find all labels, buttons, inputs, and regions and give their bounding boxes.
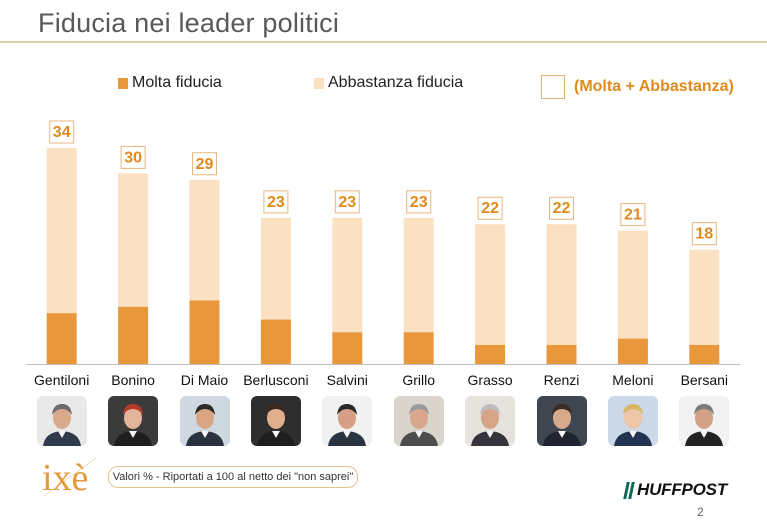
title-divider [0,41,767,43]
bar-abbastanza-8 [617,230,648,339]
bar-abbastanza-4 [332,217,363,333]
bar-molta-0 [46,313,77,364]
total-label-box-6 [477,196,503,220]
bar-abbastanza-7 [546,224,577,345]
portrait-renzi-icon [536,396,587,446]
category-label: Berlusconi [243,372,309,388]
stacked-bar-chart: 34 30 29 23 23 23 22 22 21 18 [26,120,740,365]
huffpost-logo: HUFFPOST [623,480,728,500]
bar-molta-8 [617,338,648,364]
bar-molta-7 [546,344,577,364]
bar-abbastanza-2 [189,179,220,301]
huffpost-logo-text: HUFFPOST [637,480,728,499]
portrait-berlusconi-icon [250,396,301,446]
bar-abbastanza-0 [46,148,77,314]
total-label-5: 23 [410,194,428,211]
total-label-4: 23 [338,194,356,211]
total-label-9: 18 [695,226,713,243]
total-label-box-8 [620,203,646,227]
bar-molta-1 [118,306,149,364]
total-label-3: 23 [267,194,285,211]
total-label-6: 22 [481,200,499,217]
total-label-8: 21 [624,207,642,224]
total-label-1: 30 [124,149,142,166]
bar-abbastanza-6 [475,224,506,345]
bar-molta-4 [332,332,363,364]
category-label: Di Maio [180,372,229,388]
page-title: Fiducia nei leader politici [38,8,340,38]
legend-label-molta: Molta fiducia [132,74,222,91]
category-label: Renzi [543,372,580,388]
bar-molta-3 [260,319,291,364]
legend-label-abbastanza: Abbastanza fiducia [328,74,464,91]
portrait-bersani-icon [679,396,730,446]
category-label: Meloni [612,372,654,388]
bar-abbastanza-3 [260,217,291,320]
legend-item-abbastanza: Abbastanza fiducia [314,72,463,94]
legend-swatch-molta [118,77,128,89]
portrait-di-maio-icon [179,396,230,446]
legend-item-total: (Molta + Abbastanza) [541,75,734,99]
total-label-box-1 [120,145,146,169]
footnote: Valori % - Riportati a 100 al netto dei … [108,466,358,488]
portrait-grasso-icon [465,396,516,446]
total-label-0: 34 [53,124,71,141]
total-label-7: 22 [553,200,571,217]
ixe-logo: ixè [38,452,102,502]
portrait-grillo-icon [393,396,444,446]
portrait-gentiloni-icon [36,396,87,446]
total-label-box-4 [334,190,360,214]
category-label: Bersani [680,372,729,388]
bar-abbastanza-1 [118,173,149,307]
total-label-box-0 [49,120,75,144]
page-number: 2 [697,505,704,519]
legend-label-total: (Molta + Abbastanza) [574,78,734,95]
ixe-logo-text: ixè [42,457,88,499]
total-label-box-9 [691,222,717,246]
category-label: Gentiloni [34,372,90,388]
bar-abbastanza-5 [403,217,434,333]
total-label-box-5 [406,190,432,214]
bar-abbastanza-9 [689,249,720,345]
portrait-bonino-icon [108,396,159,446]
total-label-box-7 [549,196,574,220]
category-label: Bonino [111,372,155,388]
legend-swatch-abbastanza [314,77,324,89]
total-label-2: 29 [196,156,214,173]
bar-molta-2 [189,300,220,364]
category-label: Salvini [326,372,368,388]
portrait-meloni-icon [607,396,658,446]
category-label: Grillo [402,372,436,388]
category-label: Grasso [467,372,513,388]
category-labels: Gentiloni Bonino Di Maio Berlusconi Salvini G… [0,372,767,392]
bar-molta-6 [475,344,506,364]
legend-item-molta: Molta fiducia [118,72,222,94]
portrait-salvini-icon [322,396,373,446]
bar-molta-5 [403,332,434,364]
legend-swatch-total [541,75,565,99]
total-label-box-2 [192,152,217,176]
bar-molta-9 [689,344,720,364]
total-label-box-3 [263,190,289,214]
huffpost-bars-icon [623,481,635,499]
